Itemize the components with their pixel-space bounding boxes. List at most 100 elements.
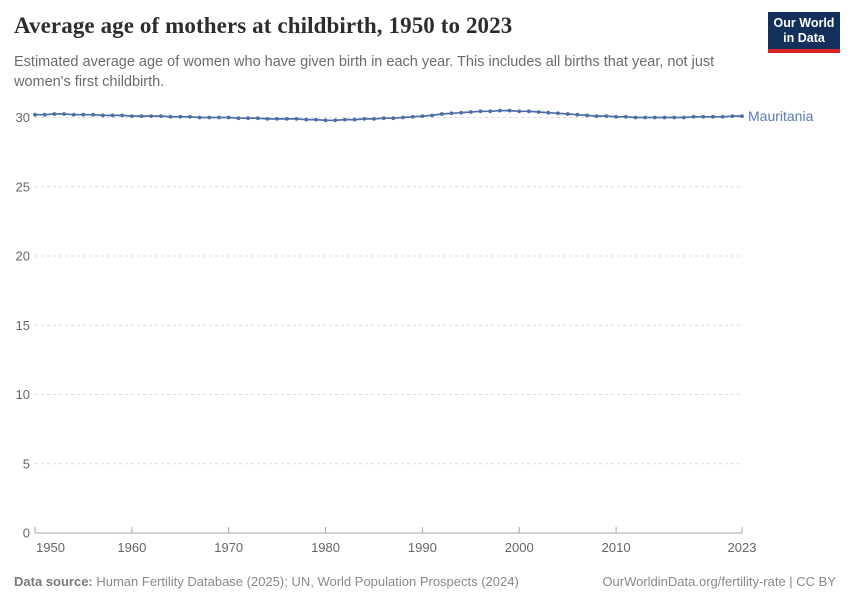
owid-logo-line2: in Data xyxy=(783,30,825,45)
data-point-1997[interactable] xyxy=(488,109,493,114)
data-point-1993[interactable] xyxy=(449,111,454,116)
chart-footer: Data source: Human Fertility Database (2… xyxy=(14,574,836,589)
data-point-1989[interactable] xyxy=(410,114,415,119)
data-point-1951[interactable] xyxy=(42,112,47,117)
data-point-1956[interactable] xyxy=(91,112,95,117)
x-tick-label-1950: 1950 xyxy=(36,540,65,555)
chart-subtitle: Estimated average age of women who have … xyxy=(14,54,715,90)
data-point-1960[interactable] xyxy=(129,114,134,118)
y-tick-label-15: 15 xyxy=(16,318,30,333)
data-point-1982[interactable] xyxy=(343,117,347,122)
data-point-1981[interactable] xyxy=(333,118,338,123)
data-point-1970[interactable] xyxy=(226,115,231,120)
data-point-2005[interactable] xyxy=(565,112,570,116)
data-point-1985[interactable] xyxy=(372,117,376,121)
y-tick-label-0: 0 xyxy=(23,526,30,541)
data-point-2006[interactable] xyxy=(575,112,580,117)
data-point-1984[interactable] xyxy=(362,117,367,121)
data-point-1963[interactable] xyxy=(159,114,163,118)
data-point-1953[interactable] xyxy=(62,112,66,116)
data-point-2011[interactable] xyxy=(623,114,628,119)
data-point-2015[interactable] xyxy=(662,115,667,120)
data-point-1955[interactable] xyxy=(81,112,86,117)
data-point-1966[interactable] xyxy=(188,114,192,119)
data-point-1983[interactable] xyxy=(352,117,357,122)
data-point-1978[interactable] xyxy=(304,117,309,122)
data-point-1977[interactable] xyxy=(294,117,299,121)
owid-logo[interactable]: Our World in Data xyxy=(768,12,840,53)
data-point-1962[interactable] xyxy=(149,114,154,118)
data-point-1999[interactable] xyxy=(507,108,512,113)
data-source-value: Human Fertility Database (2025); UN, Wor… xyxy=(92,574,519,589)
data-point-1964[interactable] xyxy=(168,114,173,119)
entity-label-mauritania[interactable]: Mauritania xyxy=(748,108,814,124)
y-tick-label-20: 20 xyxy=(16,249,30,264)
data-point-1987[interactable] xyxy=(391,116,396,121)
data-point-1988[interactable] xyxy=(401,115,405,120)
data-point-1961[interactable] xyxy=(139,114,144,118)
owid-url-license[interactable]: OurWorldinData.org/fertility-rate | CC B… xyxy=(602,574,836,589)
data-point-1990[interactable] xyxy=(420,114,425,118)
y-tick-label-5: 5 xyxy=(23,456,30,471)
data-point-2020[interactable] xyxy=(711,114,715,119)
x-tick-label-2023: 2023 xyxy=(728,540,757,555)
x-tick-label-1960: 1960 xyxy=(117,540,146,555)
data-point-1996[interactable] xyxy=(478,109,483,114)
data-point-1968[interactable] xyxy=(207,115,212,120)
data-point-1967[interactable] xyxy=(197,115,202,120)
data-point-1980[interactable] xyxy=(323,118,328,123)
data-point-2017[interactable] xyxy=(682,115,686,120)
x-tick-label-2000: 2000 xyxy=(505,540,534,555)
x-tick-label-1970: 1970 xyxy=(214,540,243,555)
data-point-2004[interactable] xyxy=(556,111,560,116)
data-point-2014[interactable] xyxy=(652,115,657,120)
data-point-1972[interactable] xyxy=(246,116,251,121)
data-point-2022[interactable] xyxy=(730,114,735,118)
x-tick-label-2010: 2010 xyxy=(602,540,631,555)
data-point-2000[interactable] xyxy=(517,109,522,114)
data-point-1995[interactable] xyxy=(468,110,473,114)
data-point-2018[interactable] xyxy=(691,114,696,119)
data-point-2010[interactable] xyxy=(614,114,618,119)
data-point-1952[interactable] xyxy=(52,112,57,116)
data-point-2019[interactable] xyxy=(701,114,706,119)
data-point-1957[interactable] xyxy=(100,113,105,118)
data-point-1994[interactable] xyxy=(459,110,463,115)
data-source-text: Data source: Human Fertility Database (2… xyxy=(14,574,519,589)
data-point-1973[interactable] xyxy=(255,116,260,121)
data-point-1971[interactable] xyxy=(236,116,241,121)
data-point-1958[interactable] xyxy=(110,113,115,118)
data-point-1992[interactable] xyxy=(439,112,444,116)
data-point-2021[interactable] xyxy=(720,114,725,119)
data-point-2008[interactable] xyxy=(594,114,599,118)
x-tick-label-1980: 1980 xyxy=(311,540,340,555)
data-point-2003[interactable] xyxy=(546,110,551,115)
data-point-2001[interactable] xyxy=(527,109,531,114)
data-point-1976[interactable] xyxy=(284,117,289,121)
data-point-1991[interactable] xyxy=(430,113,434,118)
data-point-1959[interactable] xyxy=(120,113,125,118)
data-point-1954[interactable] xyxy=(71,112,76,117)
data-source-label: Data source: xyxy=(14,574,93,589)
data-point-1986[interactable] xyxy=(381,116,386,121)
data-point-2007[interactable] xyxy=(585,113,589,118)
data-point-2009[interactable] xyxy=(604,114,609,118)
data-point-1965[interactable] xyxy=(178,114,183,119)
owid-logo-line1: Our World xyxy=(773,16,835,31)
data-point-1969[interactable] xyxy=(217,115,221,120)
data-point-1974[interactable] xyxy=(265,117,270,121)
data-point-1950[interactable] xyxy=(33,112,37,117)
data-point-2002[interactable] xyxy=(536,110,541,114)
line-chart-canvas[interactable]: 0 5 10 15 20 25 30 1950 1960 1970 1980 1990 2000 2010… xyxy=(0,95,850,565)
chart-title: Average age of mothers at childbirth, 19… xyxy=(14,13,513,38)
data-point-2023[interactable] xyxy=(740,114,744,118)
data-point-2016[interactable] xyxy=(672,115,677,120)
data-point-1975[interactable] xyxy=(275,117,279,121)
data-point-1998[interactable] xyxy=(498,108,502,113)
data-point-2013[interactable] xyxy=(643,115,648,120)
y-tick-label-30: 30 xyxy=(16,110,30,125)
data-point-2012[interactable] xyxy=(633,115,638,120)
y-tick-label-10: 10 xyxy=(16,387,30,402)
data-point-1979[interactable] xyxy=(314,117,318,122)
